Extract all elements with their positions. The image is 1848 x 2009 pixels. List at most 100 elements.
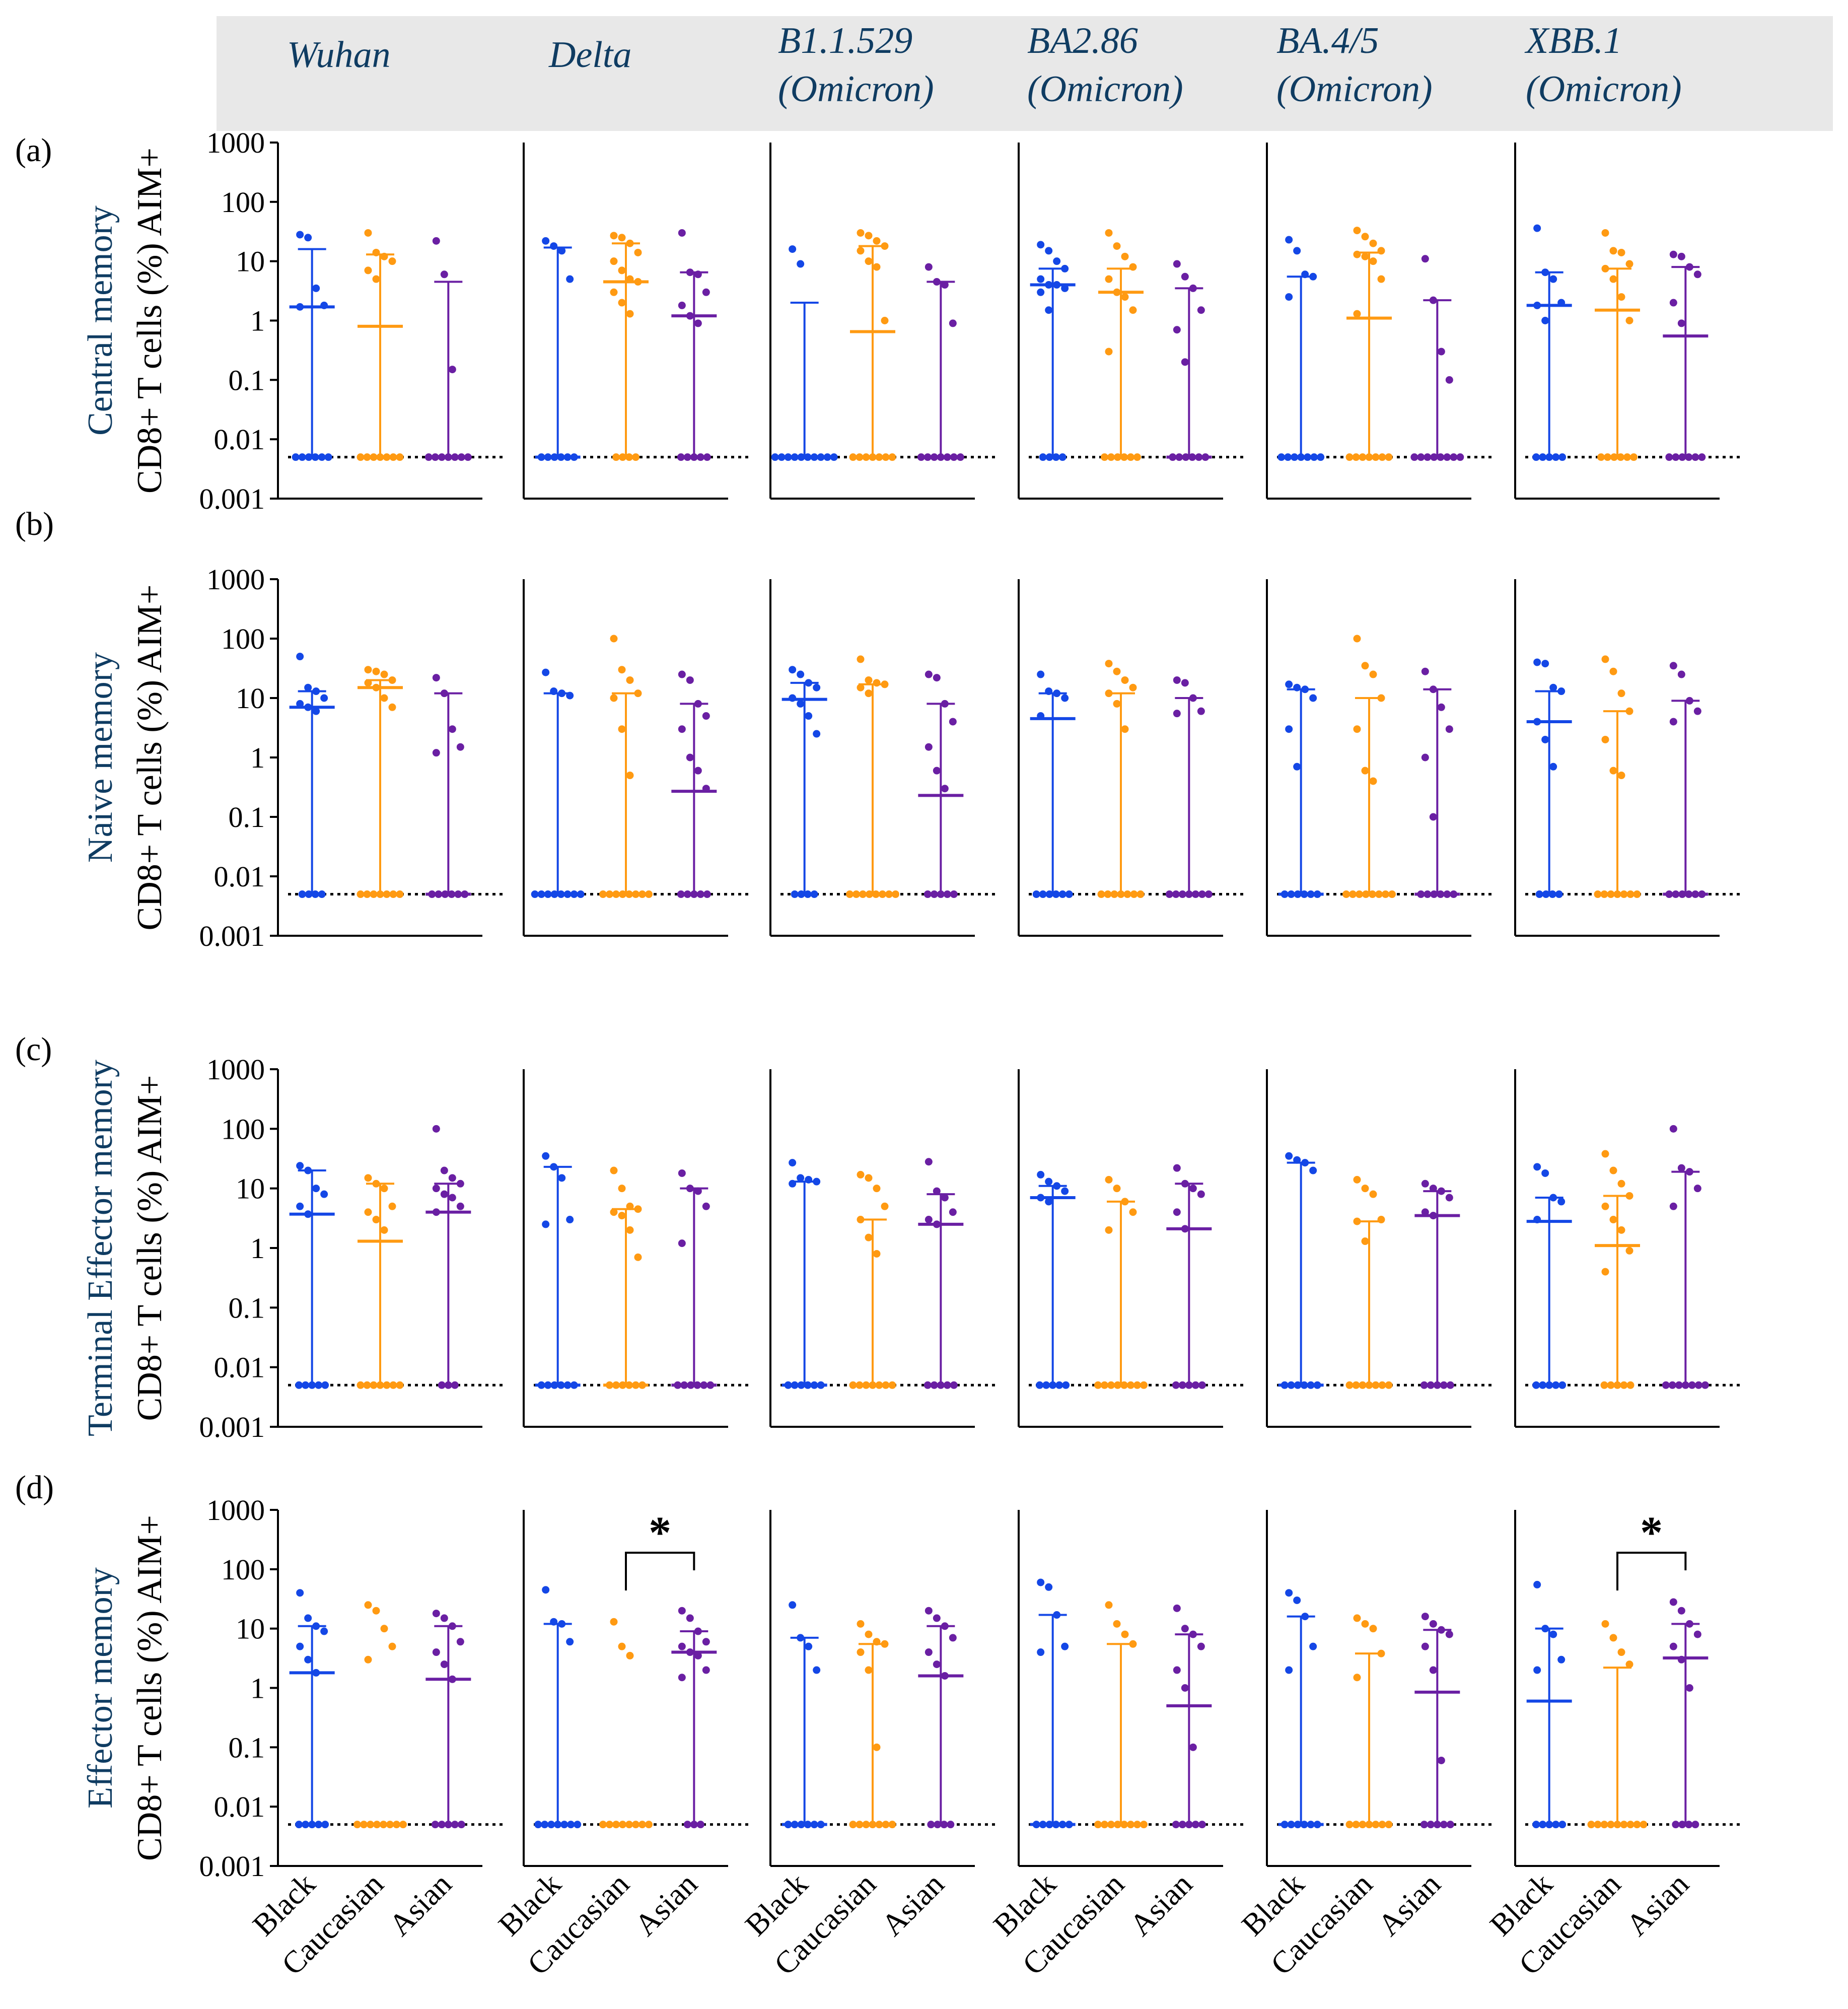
data-point — [599, 890, 607, 898]
data-point — [686, 1185, 694, 1193]
data-point — [1388, 890, 1396, 898]
data-point — [1281, 1381, 1289, 1389]
data-point — [448, 890, 456, 898]
data-point — [797, 700, 805, 708]
data-point — [1601, 1620, 1609, 1628]
group-asian — [1166, 1604, 1212, 1829]
data-point — [933, 278, 941, 286]
data-point — [777, 453, 786, 461]
data-point — [1101, 1821, 1108, 1829]
data-point — [1294, 890, 1302, 898]
data-point — [1609, 1216, 1617, 1224]
data-point — [1552, 1381, 1560, 1389]
data-point — [678, 229, 686, 237]
data-point — [1356, 890, 1363, 898]
data-point — [1117, 890, 1125, 898]
data-point — [791, 1821, 799, 1829]
data-point — [372, 667, 380, 675]
data-point — [805, 679, 813, 687]
data-point — [1285, 293, 1293, 301]
data-point — [678, 301, 686, 309]
data-point — [1424, 453, 1432, 461]
data-point — [1378, 1821, 1386, 1829]
data-point — [1185, 1821, 1193, 1829]
data-point — [934, 1821, 942, 1829]
y-tick-label: 100 — [221, 1553, 265, 1586]
data-point — [1607, 1821, 1615, 1829]
panel-letter: (c) — [15, 1031, 52, 1068]
data-point — [296, 303, 304, 311]
data-point — [810, 1821, 818, 1829]
data-point — [1445, 1630, 1453, 1638]
data-point — [1427, 1821, 1435, 1829]
data-point — [1440, 1821, 1448, 1829]
y-tick-label: 0.01 — [214, 1790, 265, 1823]
data-point — [1101, 1381, 1108, 1389]
data-point — [1037, 1194, 1045, 1202]
data-point — [1685, 1821, 1693, 1829]
data-point — [1445, 725, 1453, 733]
group-black — [1526, 224, 1572, 461]
data-point — [1626, 1381, 1634, 1389]
data-point — [531, 890, 539, 898]
data-point — [784, 453, 792, 461]
data-point — [380, 670, 388, 678]
data-point — [1640, 1821, 1648, 1829]
group-asian — [1166, 260, 1212, 461]
data-point — [541, 1821, 549, 1829]
data-point — [1541, 735, 1549, 743]
data-point — [312, 687, 320, 696]
data-point — [696, 453, 704, 461]
data-point — [542, 1586, 550, 1594]
data-point — [1688, 1381, 1696, 1389]
data-point — [364, 1208, 372, 1216]
data-point — [1352, 453, 1360, 461]
data-point — [1601, 655, 1609, 663]
data-point — [308, 1381, 316, 1389]
data-point — [438, 453, 446, 461]
data-point — [1601, 1202, 1609, 1210]
data-point — [1121, 725, 1129, 733]
data-point — [577, 890, 585, 898]
data-point — [1601, 229, 1609, 237]
data-point — [1361, 662, 1369, 670]
data-point — [557, 890, 565, 898]
panel-letter: (b) — [15, 506, 54, 542]
data-point — [1181, 1225, 1189, 1233]
data-point — [626, 239, 634, 247]
data-point — [846, 890, 854, 898]
data-point — [1201, 453, 1210, 461]
data-point — [956, 453, 964, 461]
data-point — [1533, 1216, 1541, 1224]
data-point — [869, 1381, 877, 1389]
data-point — [625, 890, 633, 898]
data-point — [1127, 1381, 1134, 1389]
data-point — [1533, 224, 1541, 232]
data-point — [1178, 890, 1186, 898]
data-point — [1309, 1642, 1317, 1650]
data-point — [1178, 1821, 1186, 1829]
data-point — [1285, 725, 1293, 733]
data-point — [771, 453, 779, 461]
data-point — [1045, 1583, 1053, 1591]
data-point — [440, 689, 448, 698]
data-point — [925, 1158, 933, 1166]
data-point — [683, 453, 691, 461]
data-point — [363, 1381, 371, 1389]
data-point — [1293, 247, 1301, 255]
data-point — [1061, 264, 1069, 272]
data-point — [542, 1220, 550, 1228]
data-point — [683, 890, 691, 898]
subplot-delta — [523, 579, 748, 937]
data-point — [1181, 358, 1189, 366]
data-point — [1549, 683, 1557, 691]
data-point — [1532, 1381, 1540, 1389]
data-point — [606, 1381, 613, 1389]
data-point — [1685, 890, 1693, 898]
data-point — [1097, 890, 1105, 898]
data-point — [865, 257, 873, 265]
data-point — [632, 890, 639, 898]
data-point — [678, 670, 686, 678]
data-point — [1549, 1630, 1557, 1638]
